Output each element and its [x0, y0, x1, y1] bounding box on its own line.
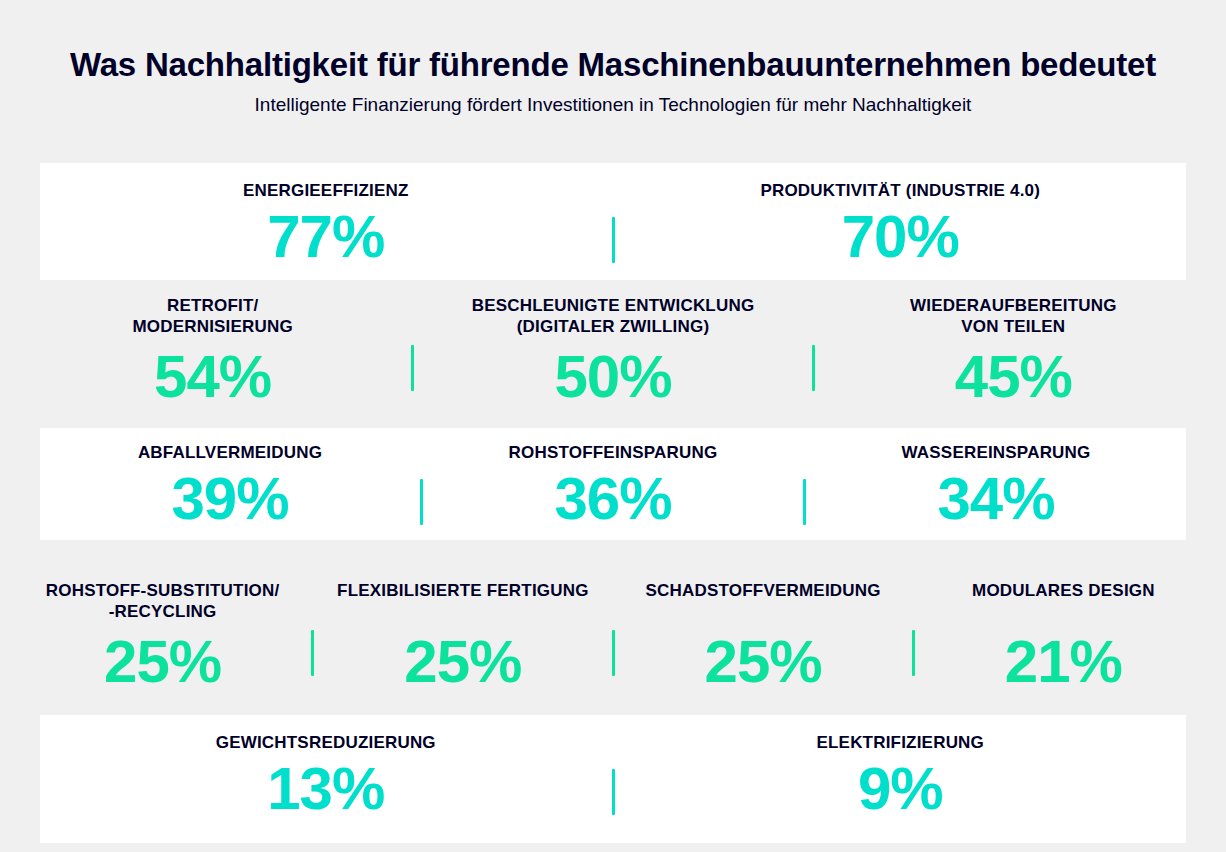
stat-value: 25%: [705, 632, 822, 692]
stat-label-line: WIEDERAUFBEREITUNG: [910, 296, 1117, 315]
stat-cell: ABFALLVERMEIDUNG 39%: [40, 442, 420, 540]
stat-value: 36%: [554, 469, 671, 529]
stats-row: ABFALLVERMEIDUNG 39% ROHSTOFFEINSPARUNG 36%…: [40, 428, 1186, 540]
stat-label: SCHADSTOFFVERMEIDUNG: [646, 580, 881, 624]
stats-row: ENERGIEEFFIZIENZ 77% PRODUKTIVITÄT (INDUST…: [40, 163, 1186, 280]
stat-value: 25%: [104, 632, 221, 692]
stat-label: RETROFIT/MODERNISIERUNG: [132, 295, 293, 339]
stat-label-line: BESCHLEUNIGTE ENTWICKLUNG: [472, 296, 755, 315]
stat-cell: PRODUKTIVITÄT (INDUSTRIE 4.0) 70%: [615, 180, 1187, 280]
stat-cell: ENERGIEEFFIZIENZ 77%: [40, 180, 612, 280]
stat-value: 70%: [842, 207, 959, 267]
stat-label: MODULARES DESIGN: [972, 580, 1155, 624]
stat-label: ENERGIEEFFIZIENZ: [243, 180, 409, 201]
stat-label: ELEKTRIFIZIERUNG: [816, 732, 984, 753]
stat-value: 21%: [1005, 632, 1122, 692]
stats-row: GEWICHTSREDUZIERUNG 13% ELEKTRIFIZIERUNG 9%: [40, 715, 1186, 843]
stat-label-line: RETROFIT/: [167, 296, 259, 315]
stat-label-line: PRODUKTIVITÄT (INDUSTRIE 4.0): [760, 181, 1040, 200]
stat-label-line: MODULARES DESIGN: [972, 581, 1155, 600]
stat-cell: RETROFIT/MODERNISIERUNG 54%: [14, 295, 411, 428]
stat-label-line: (DIGITALER ZWILLING): [517, 317, 710, 336]
stat-label-line: SCHADSTOFFVERMEIDUNG: [646, 581, 881, 600]
stat-value: 34%: [937, 469, 1054, 529]
stat-label: PRODUKTIVITÄT (INDUSTRIE 4.0): [760, 180, 1040, 201]
stat-label-line: MODERNISIERUNG: [132, 317, 293, 336]
stat-label-line: VON TEILEN: [961, 317, 1065, 336]
stat-cell: WASSEREINSPARUNG 34%: [806, 442, 1186, 540]
stat-label-line: ENERGIEEFFIZIENZ: [243, 181, 409, 200]
stat-label-line: ROHSTOFFEINSPARUNG: [509, 443, 718, 462]
stat-label: ROHSTOFF-SUBSTITUTION/ -RECYCLING: [46, 580, 280, 624]
stat-label-line: ELEKTRIFIZIERUNG: [816, 733, 984, 752]
stat-label: ROHSTOFFEINSPARUNG: [509, 442, 718, 463]
stat-label: FLEXIBILISIERTE FERTIGUNG: [337, 580, 589, 624]
stat-label-line: -RECYCLING: [109, 602, 217, 621]
stat-cell: GEWICHTSREDUZIERUNG 13%: [40, 732, 612, 843]
stats-row: RETROFIT/MODERNISIERUNG 54% BESCHLEUNIGTE …: [0, 280, 1226, 428]
stat-cell: SCHADSTOFFVERMEIDUNG 25%: [615, 580, 912, 713]
stat-cell: WIEDERAUFBEREITUNG VON TEILEN 45%: [815, 295, 1212, 428]
page-subtitle: Intelligente Finanzierung fördert Invest…: [0, 94, 1226, 116]
stat-value: 77%: [267, 207, 384, 267]
page-title: Was Nachhaltigkeit für führende Maschine…: [0, 46, 1226, 84]
stat-label: WASSEREINSPARUNG: [902, 442, 1091, 463]
infographic-header: Was Nachhaltigkeit für führende Maschine…: [0, 0, 1226, 116]
stat-value: 13%: [267, 759, 384, 819]
stat-value: 25%: [404, 632, 521, 692]
stat-value: 9%: [858, 759, 943, 819]
stats-rows-container: ENERGIEEFFIZIENZ 77% PRODUKTIVITÄT (INDUST…: [0, 163, 1226, 843]
stat-cell: FLEXIBILISIERTE FERTIGUNG 25%: [314, 580, 611, 713]
stat-label: BESCHLEUNIGTE ENTWICKLUNG (DIGITALER ZWIL…: [472, 295, 755, 339]
stat-label: ABFALLVERMEIDUNG: [138, 442, 322, 463]
stat-cell: ELEKTRIFIZIERUNG 9%: [615, 732, 1187, 843]
stat-cell: BESCHLEUNIGTE ENTWICKLUNG (DIGITALER ZWIL…: [414, 295, 811, 428]
stat-cell: ROHSTOFFEINSPARUNG 36%: [423, 442, 803, 540]
stat-label-line: WASSEREINSPARUNG: [902, 443, 1091, 462]
stat-value: 45%: [955, 347, 1072, 407]
stats-row: ROHSTOFF-SUBSTITUTION/-RECYCLING25%FLEXI…: [0, 540, 1226, 713]
stat-value: 39%: [171, 469, 288, 529]
stat-label: WIEDERAUFBEREITUNG VON TEILEN: [910, 295, 1117, 339]
stat-value: 54%: [154, 347, 271, 407]
stat-label-line: GEWICHTSREDUZIERUNG: [216, 733, 436, 752]
stat-label-line: ABFALLVERMEIDUNG: [138, 443, 322, 462]
stat-label-line: FLEXIBILISIERTE FERTIGUNG: [337, 581, 589, 600]
stat-cell: ROHSTOFF-SUBSTITUTION/ -RECYCLING 25%: [14, 580, 311, 713]
stat-value: 50%: [554, 347, 671, 407]
stat-cell: MODULARES DESIGN 21%: [915, 580, 1212, 713]
stat-label: GEWICHTSREDUZIERUNG: [216, 732, 436, 753]
stat-label-line: ROHSTOFF-SUBSTITUTION/: [46, 581, 280, 600]
